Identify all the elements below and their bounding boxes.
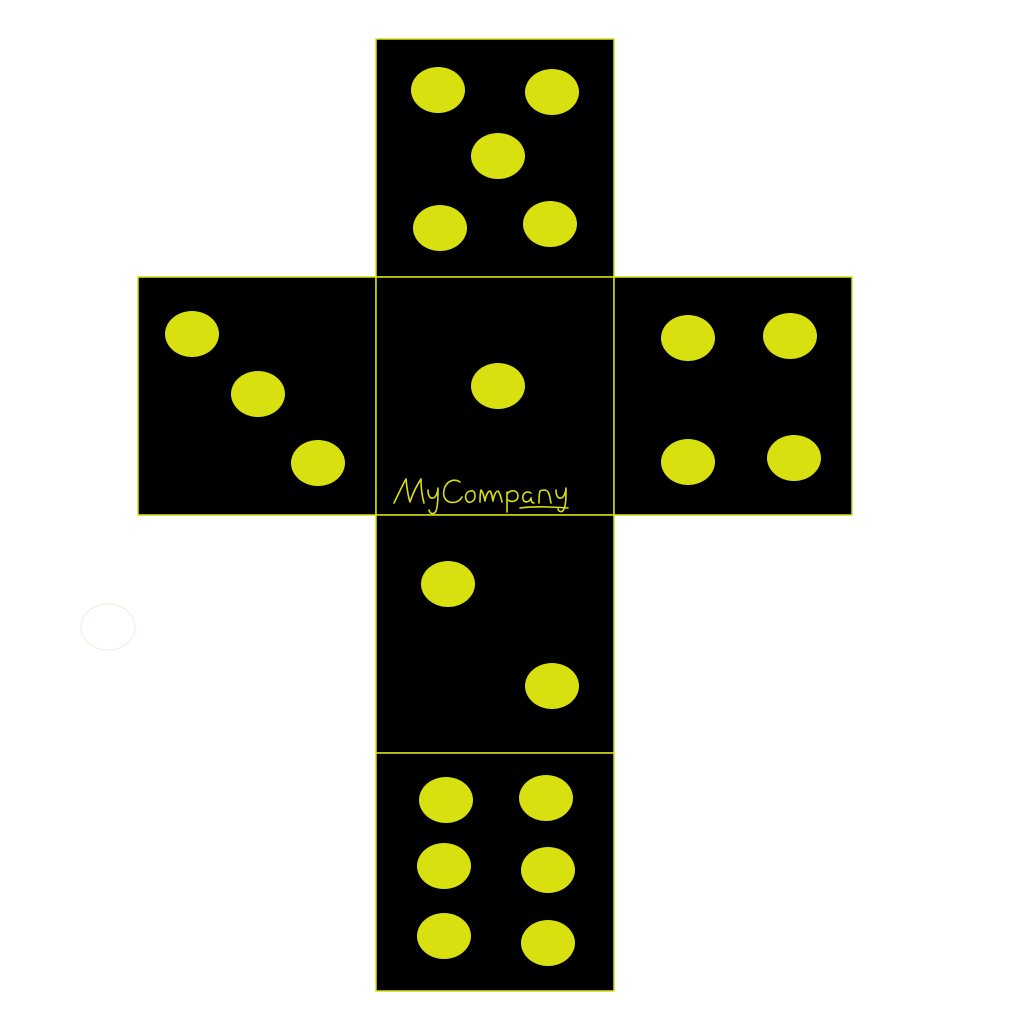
pip xyxy=(763,313,817,359)
pip xyxy=(421,561,475,607)
face-right xyxy=(613,276,853,516)
face-bottom-square xyxy=(375,752,615,992)
handwritten-signature-logo xyxy=(393,478,569,515)
pip xyxy=(525,69,579,115)
pip xyxy=(291,440,345,486)
pip xyxy=(413,205,467,251)
faint-outline-circle xyxy=(80,603,136,651)
face-bottom xyxy=(375,752,615,992)
pip xyxy=(411,67,465,113)
pip xyxy=(521,920,575,966)
pip xyxy=(417,843,471,889)
pip xyxy=(767,435,821,481)
pip xyxy=(165,311,219,357)
pip xyxy=(419,777,473,823)
face-below-center-square xyxy=(375,514,615,754)
face-center xyxy=(375,276,615,516)
pip xyxy=(661,315,715,361)
pip xyxy=(471,363,525,409)
face-below-center xyxy=(375,514,615,754)
pip xyxy=(471,133,525,179)
face-left xyxy=(137,276,377,516)
pip xyxy=(523,201,577,247)
pip xyxy=(521,847,575,893)
pip xyxy=(417,913,471,959)
face-top xyxy=(375,38,615,278)
pip xyxy=(661,439,715,485)
pip xyxy=(525,663,579,709)
pip xyxy=(231,371,285,417)
pip xyxy=(519,775,573,821)
face-right-square xyxy=(613,276,853,516)
